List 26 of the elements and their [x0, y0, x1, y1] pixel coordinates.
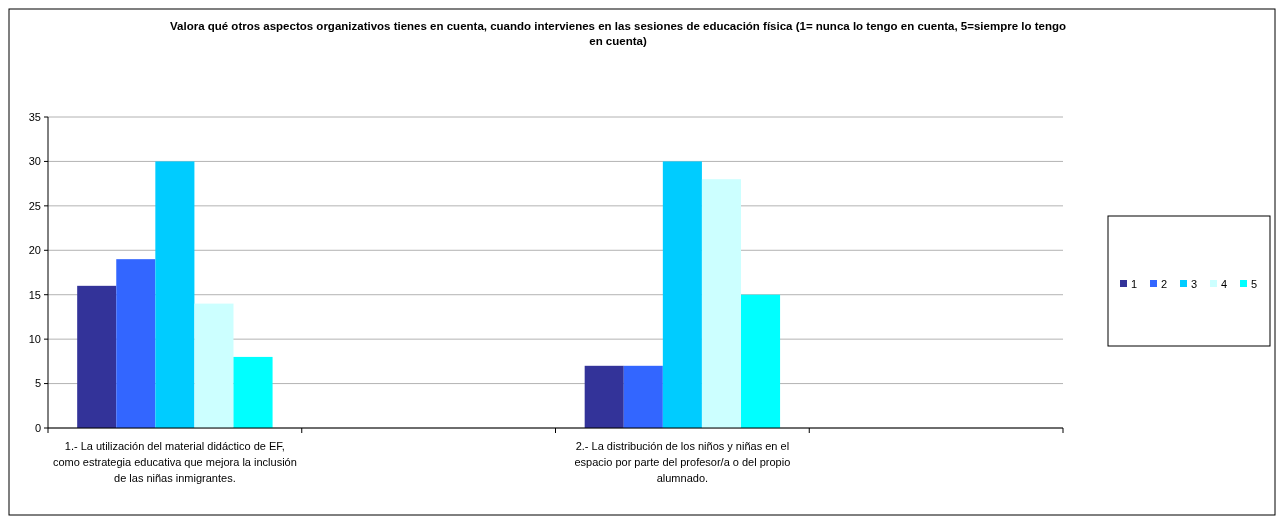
y-tick-label: 0	[34, 421, 41, 434]
y-tick-label: 5	[34, 377, 41, 390]
bar	[623, 365, 663, 428]
y-tick-label: 25	[28, 199, 41, 212]
bar	[77, 285, 117, 428]
y-tick-label: 20	[28, 244, 41, 257]
bar	[155, 161, 195, 428]
legend-label: 5	[1251, 277, 1258, 290]
bar	[116, 259, 156, 428]
y-tick-label: 15	[28, 288, 41, 301]
y-tick-label: 30	[28, 155, 41, 168]
bar	[233, 356, 273, 428]
bar	[740, 294, 781, 428]
chart-title: Valora qué otros aspectos organizativos tienes en cuenta, cuando intervienes en las sesiones de educación física (1= nunca lo tengo en cuenta, 5=siempre lo tengo en cuenta)	[170, 20, 1066, 47]
legend-label: 3	[1191, 277, 1198, 290]
bar	[662, 161, 702, 428]
legend-label: 4	[1221, 277, 1228, 290]
x-tick-label: 1.- La utilización del material didáctico de EF, como estrategia educativa que mejora la inclusión de las niñas inmigrantes.	[52, 440, 297, 484]
y-tick-label: 10	[28, 332, 41, 345]
y-tick-label: 35	[28, 110, 41, 123]
x-tick-label: 2.- La distribución de los niños y niñas en el espacio por parte del profesor/a o del propio alumnado.	[574, 440, 791, 484]
legend-label: 1	[1131, 277, 1138, 290]
legend-label: 2	[1161, 277, 1168, 290]
bar	[194, 303, 234, 428]
bar	[701, 179, 741, 428]
bar	[584, 365, 624, 428]
